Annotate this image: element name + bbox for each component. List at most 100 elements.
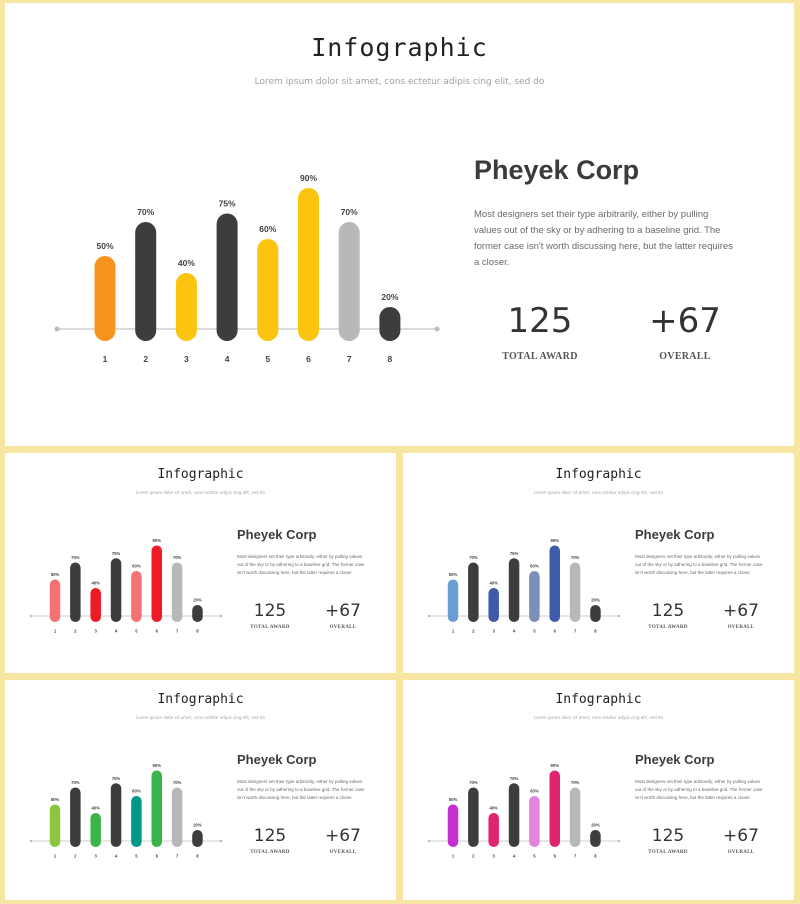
bar-value-label: 20%: [193, 823, 202, 828]
bar: [110, 783, 122, 847]
x-tick-label: 1: [452, 629, 455, 634]
bar-value-label: 70%: [173, 555, 182, 560]
bar: [529, 571, 540, 622]
bar-value-label: 75%: [112, 776, 121, 781]
slide-subtitle: Lorem ipsum dolor sit amet, cons ectetur…: [136, 490, 265, 495]
x-tick-label: 4: [225, 354, 230, 364]
bar-chart: 50% 1 70% 2 40% 3 75% 4 60% 5 90% 6 70% 7 20% 8: [54, 173, 440, 364]
bar-value-label: 75%: [219, 199, 236, 209]
x-tick-label: 6: [156, 854, 159, 859]
slide-title: Infographic: [157, 467, 244, 482]
bar: [338, 222, 360, 341]
x-tick-label: 4: [115, 854, 118, 859]
total-award-value: 125: [253, 601, 287, 621]
bar-chart: 50% 1 70% 2 40% 3 75% 4 60% 5 90% 6 70% 7 20% 8: [29, 763, 223, 859]
bar-value-label: 70%: [469, 555, 478, 560]
overall-label: OVERALL: [329, 850, 357, 855]
slide-green: Infographic Lorem ipsum dolor sit amet, …: [5, 680, 396, 900]
bar-value-label: 40%: [91, 806, 100, 811]
x-tick-label: 3: [493, 629, 496, 634]
bar-value-label: 20%: [193, 598, 202, 603]
bar: [257, 239, 279, 341]
axis-end-dot: [427, 839, 431, 843]
axis-end-dot: [434, 326, 440, 332]
bar: [549, 770, 560, 847]
bar: [131, 796, 142, 847]
bar: [447, 804, 459, 847]
axis-end-dot: [219, 614, 223, 618]
x-tick-label: 4: [115, 629, 118, 634]
company-description: Most designers set their type arbitraril…: [237, 554, 365, 575]
bar: [49, 579, 61, 622]
x-tick-label: 1: [103, 354, 108, 364]
bar-chart: 50% 1 70% 2 40% 3 75% 4 60% 5 90% 6 70% 7 20% 8: [427, 538, 621, 634]
bar-value-label: 20%: [591, 598, 600, 603]
total-award-value: 125: [507, 301, 573, 341]
x-tick-label: 3: [95, 854, 98, 859]
bar: [488, 588, 499, 622]
total-award-label: TOTAL AWARD: [648, 850, 688, 855]
company-name: Pheyek Corp: [237, 527, 317, 542]
slide-subtitle: Lorem ipsum dolor sit amet, cons ectetur…: [534, 715, 663, 720]
bar: [131, 571, 142, 622]
bar: [151, 545, 162, 622]
total-award-label: TOTAL AWARD: [502, 351, 578, 362]
total-award-value: 125: [651, 826, 685, 846]
total-award-label: TOTAL AWARD: [250, 850, 290, 855]
bar: [298, 188, 319, 341]
bar: [590, 830, 601, 847]
x-tick-label: 8: [196, 629, 199, 634]
bar-value-label: 75%: [510, 776, 519, 781]
bar-chart: 50% 1 70% 2 40% 3 75% 4 60% 5 90% 6 70% 7 20% 8: [29, 538, 223, 634]
total-award-value: 125: [651, 601, 685, 621]
x-tick-label: 5: [533, 629, 536, 634]
x-tick-label: 3: [184, 354, 189, 364]
x-tick-label: 1: [452, 854, 455, 859]
x-tick-label: 1: [54, 854, 57, 859]
bar: [508, 558, 520, 622]
bar-value-label: 50%: [51, 572, 60, 577]
slide-blue: Infographic Lorem ipsum dolor sit amet, …: [403, 453, 794, 673]
bar: [569, 562, 581, 622]
bar: [70, 787, 81, 847]
bar: [70, 562, 81, 622]
x-tick-label: 4: [513, 629, 516, 634]
bar: [94, 256, 116, 341]
bar-chart: 50% 1 70% 2 40% 3 75% 4 60% 5 90% 6 70% 7 20% 8: [427, 763, 621, 859]
bar-value-label: 70%: [341, 207, 358, 217]
axis-end-dot: [617, 614, 621, 618]
bar-value-label: 50%: [449, 797, 458, 802]
bar-value-label: 40%: [489, 581, 498, 586]
x-tick-label: 7: [176, 629, 179, 634]
company-description: Most designers set their type arbitraril…: [635, 779, 763, 800]
slide-red: Infographic Lorem ipsum dolor sit amet, …: [5, 453, 396, 673]
bar-value-label: 50%: [96, 241, 113, 251]
bar-value-label: 70%: [71, 780, 80, 785]
slide-subtitle: Lorem ipsum dolor sit amet, cons ectetur…: [254, 77, 545, 87]
x-tick-label: 6: [554, 854, 557, 859]
bar-value-label: 75%: [112, 551, 121, 556]
axis-end-dot: [219, 839, 223, 843]
x-tick-label: 5: [135, 854, 138, 859]
slide-main: Infographic Lorem ipsum dolor sit amet, …: [5, 3, 794, 446]
axis-end-dot: [29, 839, 33, 843]
x-tick-label: 2: [143, 354, 148, 364]
company-description: Most designers set their type arbitraril…: [635, 554, 763, 575]
bar-value-label: 60%: [530, 789, 539, 794]
slide-subtitle: Lorem ipsum dolor sit amet, cons ectetur…: [136, 715, 265, 720]
x-tick-label: 2: [74, 854, 77, 859]
bar: [569, 787, 581, 847]
x-tick-label: 3: [493, 854, 496, 859]
company-name: Pheyek Corp: [635, 527, 715, 542]
x-tick-label: 2: [472, 629, 475, 634]
bar: [590, 605, 601, 622]
overall-value: +67: [325, 601, 361, 621]
bar: [379, 307, 401, 341]
bar-value-label: 75%: [510, 551, 519, 556]
x-tick-label: 8: [388, 354, 393, 364]
x-tick-label: 8: [594, 854, 597, 859]
axis-end-dot: [427, 614, 431, 618]
bar-value-label: 70%: [571, 780, 580, 785]
x-tick-label: 8: [594, 629, 597, 634]
slide-subtitle: Lorem ipsum dolor sit amet, cons ectetur…: [534, 490, 663, 495]
